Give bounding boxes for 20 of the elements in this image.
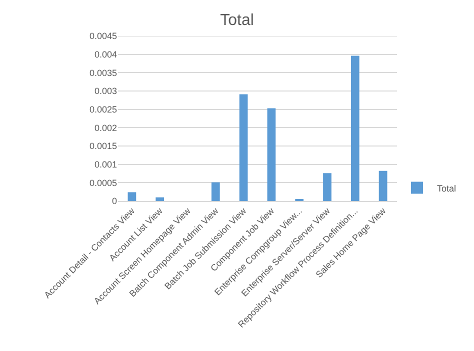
y-tick-label: 0.001	[94, 159, 117, 170]
y-tick-label: 0.0035	[89, 68, 117, 78]
y-tick-label: 0.0015	[89, 141, 117, 152]
y-tick-label: 0.0005	[89, 178, 117, 188]
bar	[239, 94, 248, 201]
y-tick-label: 0.003	[94, 86, 117, 96]
y-tick-label: 0.0045	[89, 31, 117, 42]
bar	[156, 197, 164, 201]
y-tick-label: 0	[112, 196, 117, 206]
bar	[128, 192, 136, 201]
bar	[378, 170, 388, 201]
bar	[323, 173, 332, 201]
y-tick-label: 0.004	[94, 49, 117, 60]
bar	[267, 108, 276, 201]
bar	[211, 182, 220, 201]
legend-label: Total	[437, 183, 456, 194]
y-tick-label: 0.002	[94, 122, 117, 133]
bar	[350, 56, 360, 201]
y-tick-label: 0.0025	[89, 104, 117, 114]
chart-title: Total	[220, 12, 254, 30]
